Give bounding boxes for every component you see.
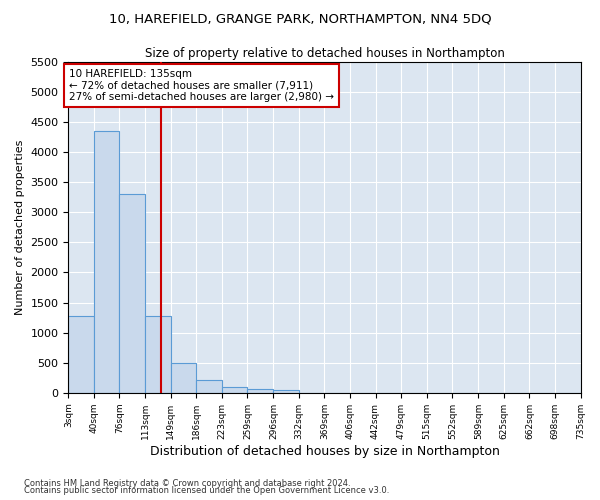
Bar [119,194,145,393]
Bar [170,364,196,393]
Bar [223,388,247,393]
Title: Size of property relative to detached houses in Northampton: Size of property relative to detached ho… [145,48,505,60]
Y-axis label: Number of detached properties: Number of detached properties [15,140,25,315]
Text: Contains HM Land Registry data © Crown copyright and database right 2024.: Contains HM Land Registry data © Crown c… [24,478,350,488]
Bar [68,316,94,393]
Bar [94,131,119,393]
Bar [196,380,223,393]
Text: 10 HAREFIELD: 135sqm
← 72% of detached houses are smaller (7,911)
27% of semi-de: 10 HAREFIELD: 135sqm ← 72% of detached h… [69,69,334,102]
Bar [145,316,170,393]
X-axis label: Distribution of detached houses by size in Northampton: Distribution of detached houses by size … [149,444,499,458]
Bar [274,390,299,393]
Text: Contains public sector information licensed under the Open Government Licence v3: Contains public sector information licen… [24,486,389,495]
Bar [247,389,274,393]
Text: 10, HAREFIELD, GRANGE PARK, NORTHAMPTON, NN4 5DQ: 10, HAREFIELD, GRANGE PARK, NORTHAMPTON,… [109,12,491,26]
